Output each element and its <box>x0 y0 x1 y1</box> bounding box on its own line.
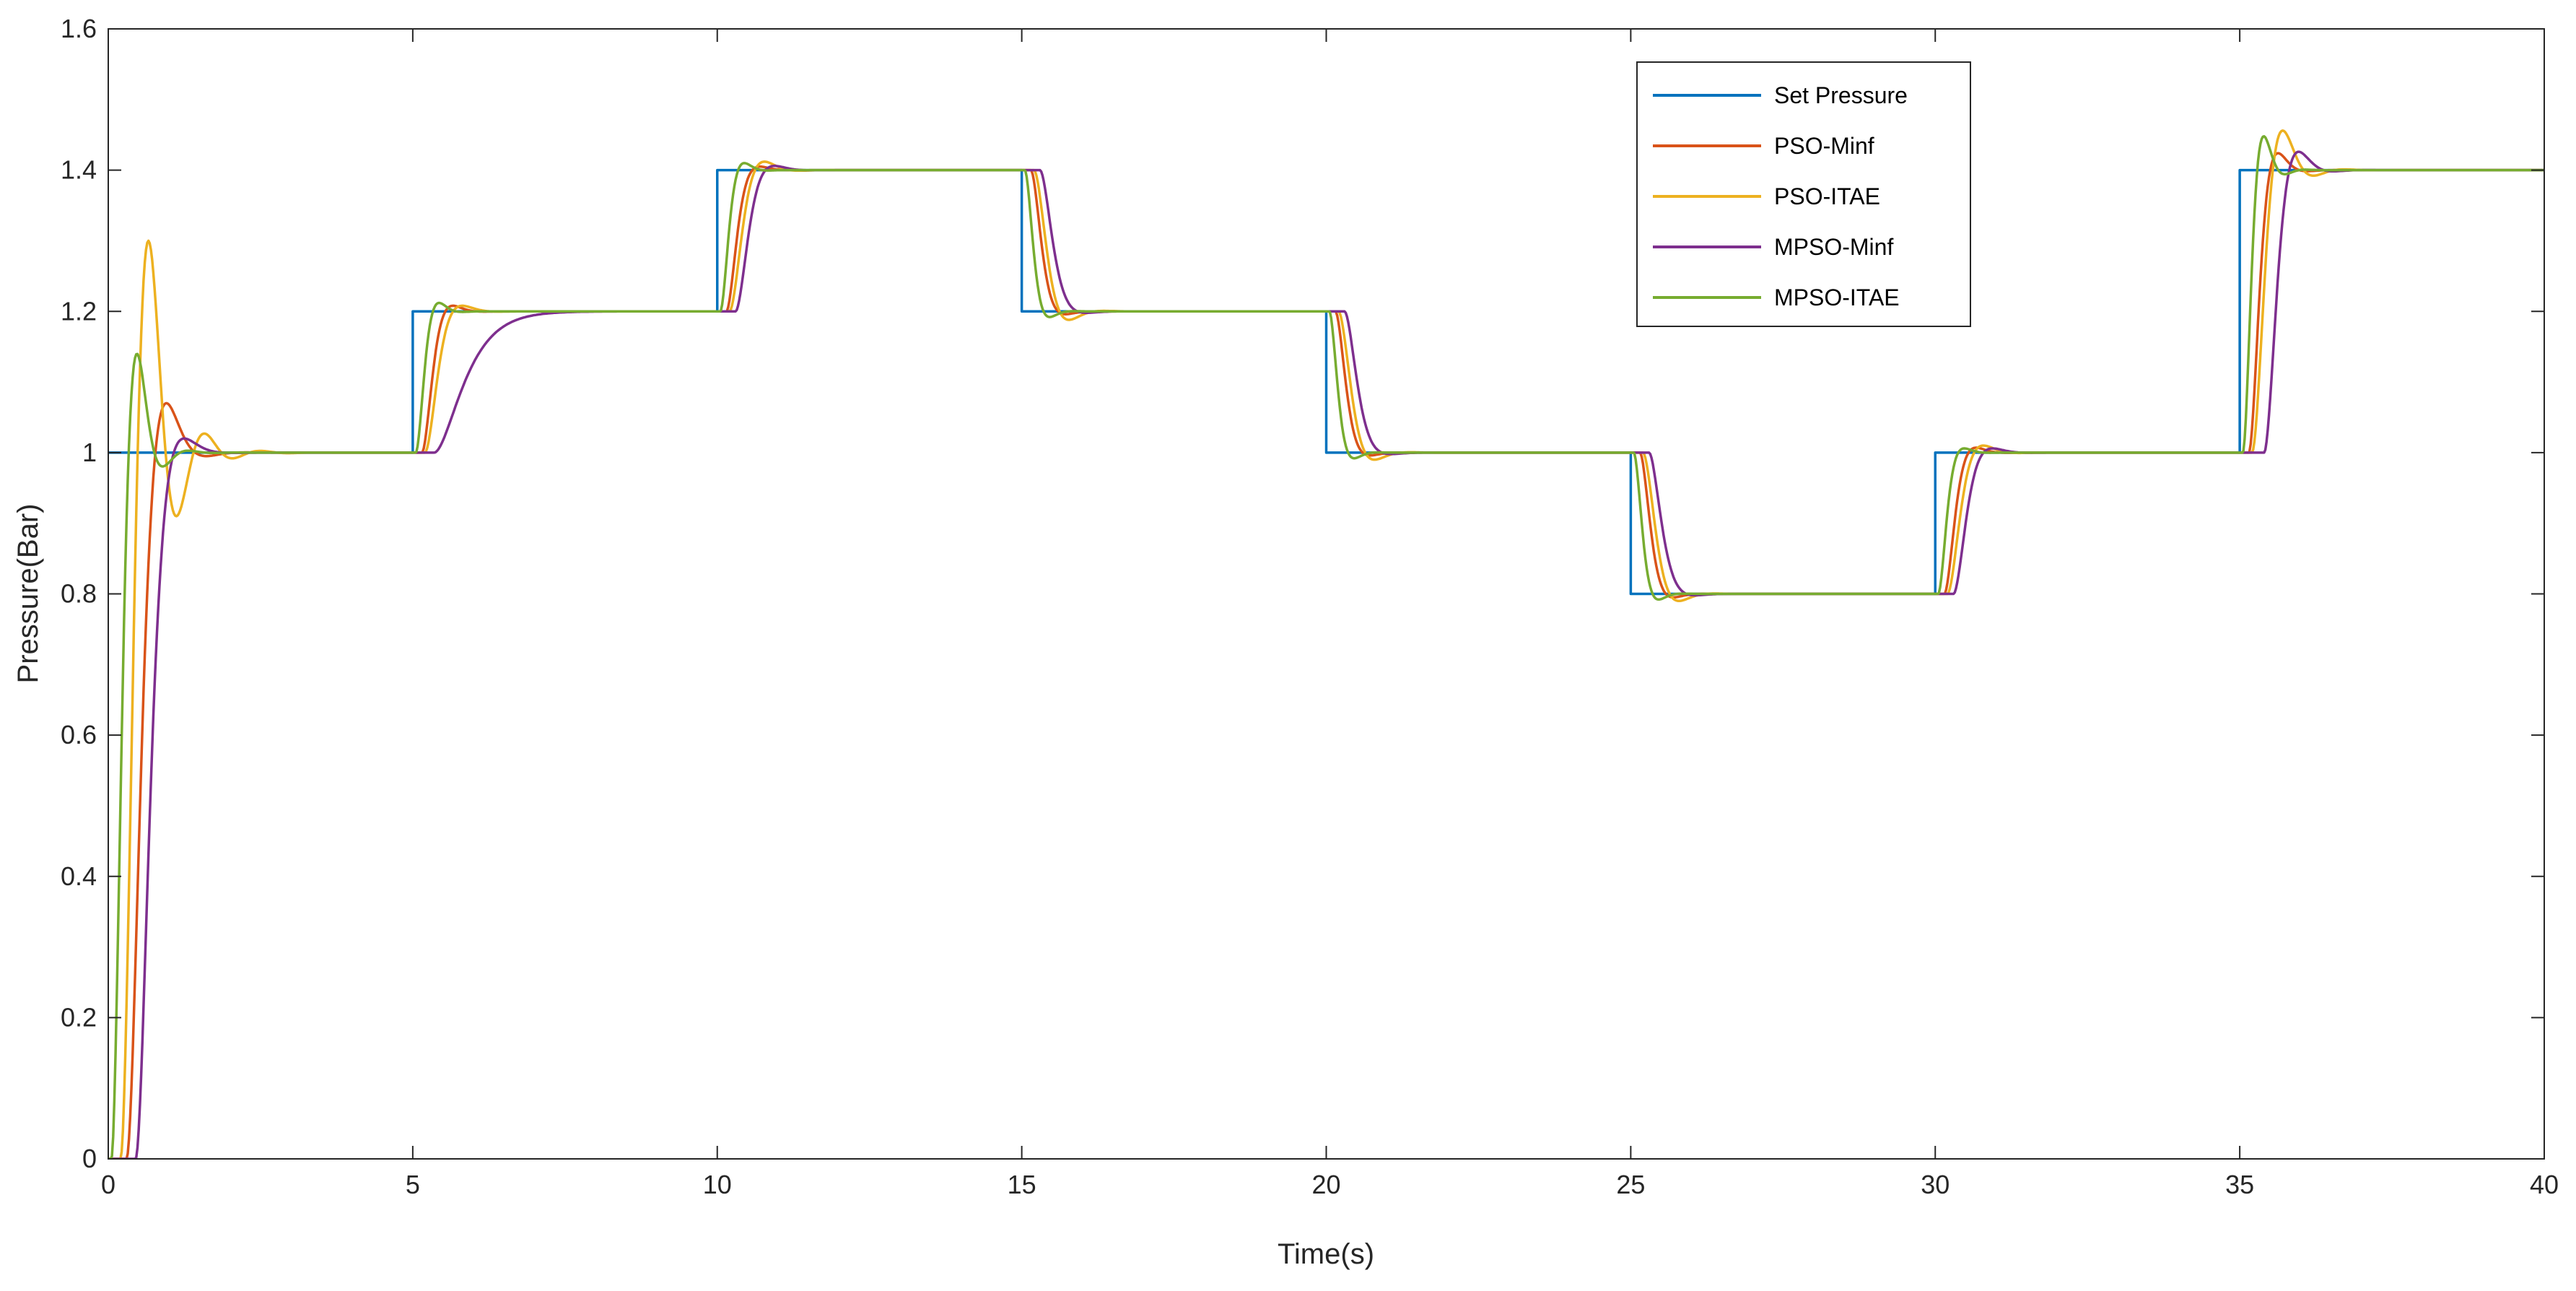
legend-label: MPSO-Minf <box>1774 234 1893 260</box>
x-tick-label: 20 <box>1311 1170 1340 1199</box>
legend-box <box>1636 61 1971 327</box>
legend-label: MPSO-ITAE <box>1774 284 1900 310</box>
y-tick-label: 0.4 <box>61 861 97 891</box>
y-tick-label: 0.6 <box>61 720 97 749</box>
x-tick-label: 30 <box>1921 1170 1950 1199</box>
y-tick-label: 0 <box>82 1144 97 1173</box>
series-line-mpso-itae <box>108 135 2544 1159</box>
x-tick-label: 40 <box>2530 1170 2559 1199</box>
y-tick-label: 1.6 <box>61 14 97 43</box>
x-tick-label: 10 <box>703 1170 732 1199</box>
x-tick-label: 35 <box>2225 1170 2254 1199</box>
y-tick-label: 0.8 <box>61 579 97 609</box>
x-tick-label: 0 <box>101 1170 115 1199</box>
legend-label: PSO-ITAE <box>1774 183 1880 209</box>
series-layer <box>108 129 2544 1159</box>
x-tick-label: 5 <box>406 1170 420 1199</box>
legend-label: Set Pressure <box>1774 82 1908 108</box>
y-tick-label: 1 <box>82 438 97 467</box>
x-axis-label: Time(s) <box>1278 1238 1374 1270</box>
y-tick-label: 1.2 <box>61 296 97 326</box>
y-tick-label: 0.2 <box>61 1002 97 1032</box>
legend: Set Pressure PSO-Minf PSO-ITAE MPSO-Minf MPS… <box>1636 61 1971 327</box>
plot-area <box>108 129 2544 1159</box>
y-axis-label: Pressure(Bar) <box>12 504 44 684</box>
y-tick-label: 1.4 <box>61 155 97 185</box>
legend-label: PSO-Minf <box>1774 133 1874 159</box>
x-tick-label: 15 <box>1008 1170 1036 1199</box>
tick-layer: 0 5 10 15 20 25 30 35 40 0 0.2 0.4 0.6 0.8 1 1.2 1.4 1.6 <box>61 14 2559 1199</box>
x-tick-label: 25 <box>1616 1170 1645 1199</box>
